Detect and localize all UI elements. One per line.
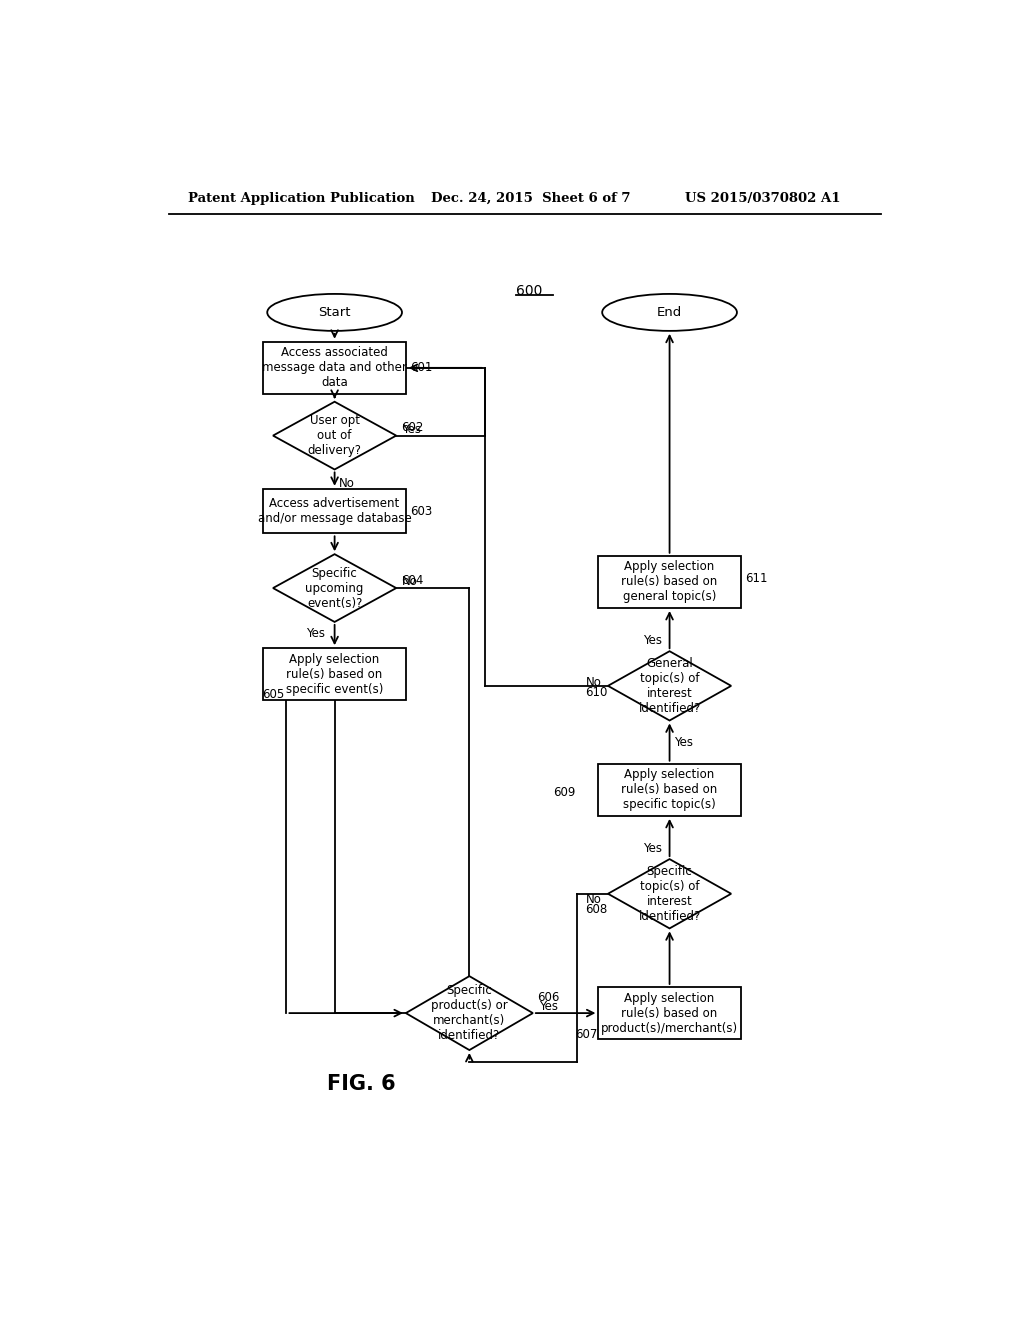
Polygon shape — [406, 977, 532, 1051]
Text: User opt
out of
delivery?: User opt out of delivery? — [307, 414, 361, 457]
Ellipse shape — [267, 294, 402, 331]
FancyBboxPatch shape — [263, 488, 406, 533]
Polygon shape — [608, 859, 731, 928]
Text: 603: 603 — [411, 504, 433, 517]
Text: 608: 608 — [585, 903, 607, 916]
Text: Yes: Yes — [674, 735, 693, 748]
Text: 600: 600 — [515, 284, 542, 298]
FancyBboxPatch shape — [263, 648, 406, 701]
Text: Specific
product(s) or
merchant(s)
identified?: Specific product(s) or merchant(s) ident… — [431, 985, 508, 1041]
Text: 606: 606 — [537, 991, 559, 1005]
Text: 601: 601 — [411, 362, 433, 375]
Text: Apply selection
rule(s) based on
general topic(s): Apply selection rule(s) based on general… — [622, 561, 718, 603]
Text: 604: 604 — [400, 574, 423, 587]
Text: US 2015/0370802 A1: US 2015/0370802 A1 — [685, 191, 841, 205]
Ellipse shape — [602, 294, 737, 331]
Text: FIG. 6: FIG. 6 — [328, 1074, 396, 1094]
Text: Specific
topic(s) of
interest
identified?: Specific topic(s) of interest identified… — [638, 865, 700, 923]
Text: Yes: Yes — [539, 1001, 558, 1014]
Text: 605: 605 — [262, 688, 284, 701]
Text: 607: 607 — [575, 1028, 598, 1041]
Text: Apply selection
rule(s) based on
specific topic(s): Apply selection rule(s) based on specifi… — [622, 768, 718, 812]
FancyBboxPatch shape — [598, 987, 740, 1039]
Text: General
topic(s) of
interest
identified?: General topic(s) of interest identified? — [638, 657, 700, 715]
Text: Patent Application Publication: Patent Application Publication — [188, 191, 415, 205]
Text: Dec. 24, 2015  Sheet 6 of 7: Dec. 24, 2015 Sheet 6 of 7 — [431, 191, 631, 205]
FancyBboxPatch shape — [598, 763, 740, 816]
Text: Yes: Yes — [402, 422, 421, 436]
Text: 611: 611 — [745, 573, 768, 585]
Text: No: No — [586, 894, 602, 907]
Polygon shape — [273, 401, 396, 470]
Text: 610: 610 — [585, 685, 607, 698]
Text: No: No — [586, 676, 602, 689]
Text: Start: Start — [318, 306, 351, 319]
Text: No: No — [402, 576, 418, 589]
Text: Access advertisement
and/or message database: Access advertisement and/or message data… — [258, 498, 412, 525]
Text: Apply selection
rule(s) based on
product(s)/merchant(s): Apply selection rule(s) based on product… — [601, 991, 738, 1035]
FancyBboxPatch shape — [263, 342, 406, 395]
Text: No: No — [339, 477, 355, 490]
Text: Yes: Yes — [643, 842, 662, 855]
Text: Yes: Yes — [643, 634, 662, 647]
Text: Specific
upcoming
event(s)?: Specific upcoming event(s)? — [305, 566, 364, 610]
Text: End: End — [657, 306, 682, 319]
Polygon shape — [273, 554, 396, 622]
FancyBboxPatch shape — [598, 556, 740, 609]
Polygon shape — [608, 651, 731, 721]
Text: 602: 602 — [400, 421, 423, 434]
Text: 609: 609 — [553, 787, 575, 800]
Text: Yes: Yes — [306, 627, 326, 640]
Text: Access associated
message data and other
data: Access associated message data and other… — [262, 346, 408, 389]
Text: Apply selection
rule(s) based on
specific event(s): Apply selection rule(s) based on specifi… — [286, 653, 383, 696]
